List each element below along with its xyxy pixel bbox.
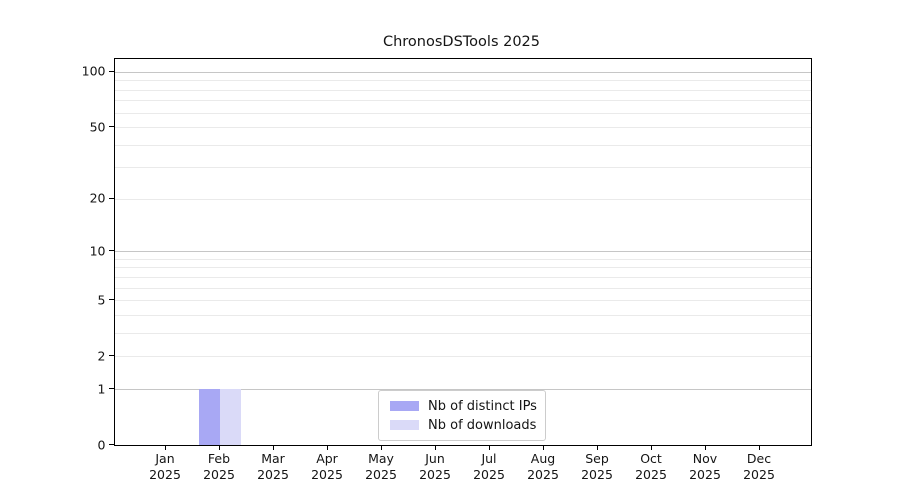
x-tick-mark (219, 445, 220, 451)
y-tick-label: 0 (97, 437, 106, 453)
legend-item-distinct-ips: Nb of distinct IPs (379, 399, 545, 414)
y-tick-label: 1 (97, 381, 106, 397)
y-gridline-minor (114, 315, 811, 316)
y-gridline-minor (114, 80, 811, 82)
x-tick-mark (543, 445, 544, 451)
x-tick-mark (651, 445, 652, 451)
y-gridline-minor (114, 356, 811, 358)
y-tick-mark (108, 299, 114, 301)
y-gridline-minor (114, 333, 811, 335)
y-gridline-minor (114, 89, 811, 91)
x-tick-label: May 2025 (365, 451, 397, 482)
plot-area (113, 58, 812, 447)
y-tick-label: 2 (97, 348, 106, 364)
x-tick-label: Feb 2025 (203, 451, 235, 482)
bar-nb-of-downloads (220, 389, 241, 446)
y-gridline-minor (114, 112, 811, 114)
chart-title: ChronosDSTools 2025 (382, 34, 541, 50)
y-gridline-minor (114, 258, 811, 260)
y-gridline-minor (114, 100, 811, 102)
x-tick-label: Mar 2025 (257, 451, 289, 482)
x-tick-mark (327, 445, 328, 451)
legend-swatch-distinct-ips (390, 400, 419, 412)
y-tick-mark (108, 388, 114, 390)
y-tick-mark (108, 70, 114, 72)
y-gridline-minor (114, 127, 811, 128)
x-tick-mark (273, 445, 274, 451)
y-gridline-minor (114, 287, 811, 289)
x-tick-label: Jul 2025 (473, 451, 505, 482)
legend-label-distinct-ips: Nb of distinct IPs (428, 398, 537, 414)
bar-nb-of-distinct-ips (199, 389, 220, 446)
x-tick-label: Dec 2025 (743, 451, 775, 482)
x-tick-label: Sep 2025 (581, 451, 613, 482)
y-tick-label: 50 (89, 119, 106, 134)
x-tick-label: Nov 2025 (689, 451, 721, 482)
x-tick-mark (489, 445, 490, 451)
y-gridline-minor (114, 300, 811, 302)
x-tick-mark (435, 445, 436, 451)
y-gridline-minor (114, 276, 811, 278)
x-tick-label: Jan 2025 (149, 451, 181, 482)
legend-label-downloads: Nb of downloads (428, 417, 537, 433)
x-tick-mark (759, 445, 760, 451)
y-tick-mark (108, 355, 114, 357)
y-tick-mark (108, 197, 114, 199)
y-gridline-major (114, 71, 811, 73)
x-tick-mark (705, 445, 706, 451)
y-tick-label: 100 (81, 63, 106, 79)
y-gridline-minor (114, 167, 811, 169)
x-tick-label: Apr 2025 (311, 451, 343, 482)
y-tick-label: 10 (89, 243, 106, 259)
x-tick-mark (597, 445, 598, 451)
y-gridline-minor (114, 198, 811, 200)
x-tick-mark (165, 445, 166, 451)
y-gridline-major (114, 389, 811, 391)
y-tick-label: 20 (89, 190, 106, 206)
y-gridline-major (114, 251, 811, 253)
legend: Nb of distinct IPs Nb of downloads (378, 390, 546, 441)
legend-swatch-downloads (390, 419, 419, 431)
x-tick-label: Jun 2025 (419, 451, 451, 482)
legend-item-downloads: Nb of downloads (379, 418, 545, 433)
x-tick-mark (381, 445, 382, 451)
y-tick-mark (108, 126, 114, 127)
y-tick-mark (108, 444, 114, 446)
y-tick-label: 5 (97, 292, 106, 308)
x-tick-label: Aug 2025 (527, 451, 559, 482)
x-tick-label: Oct 2025 (635, 451, 667, 482)
y-gridline-minor (114, 267, 811, 269)
y-tick-mark (108, 250, 114, 252)
y-gridline-minor (114, 144, 811, 146)
